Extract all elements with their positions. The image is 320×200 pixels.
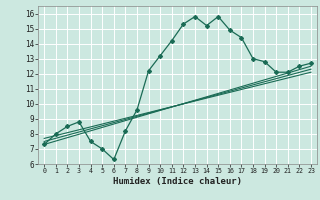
X-axis label: Humidex (Indice chaleur): Humidex (Indice chaleur): [113, 177, 242, 186]
